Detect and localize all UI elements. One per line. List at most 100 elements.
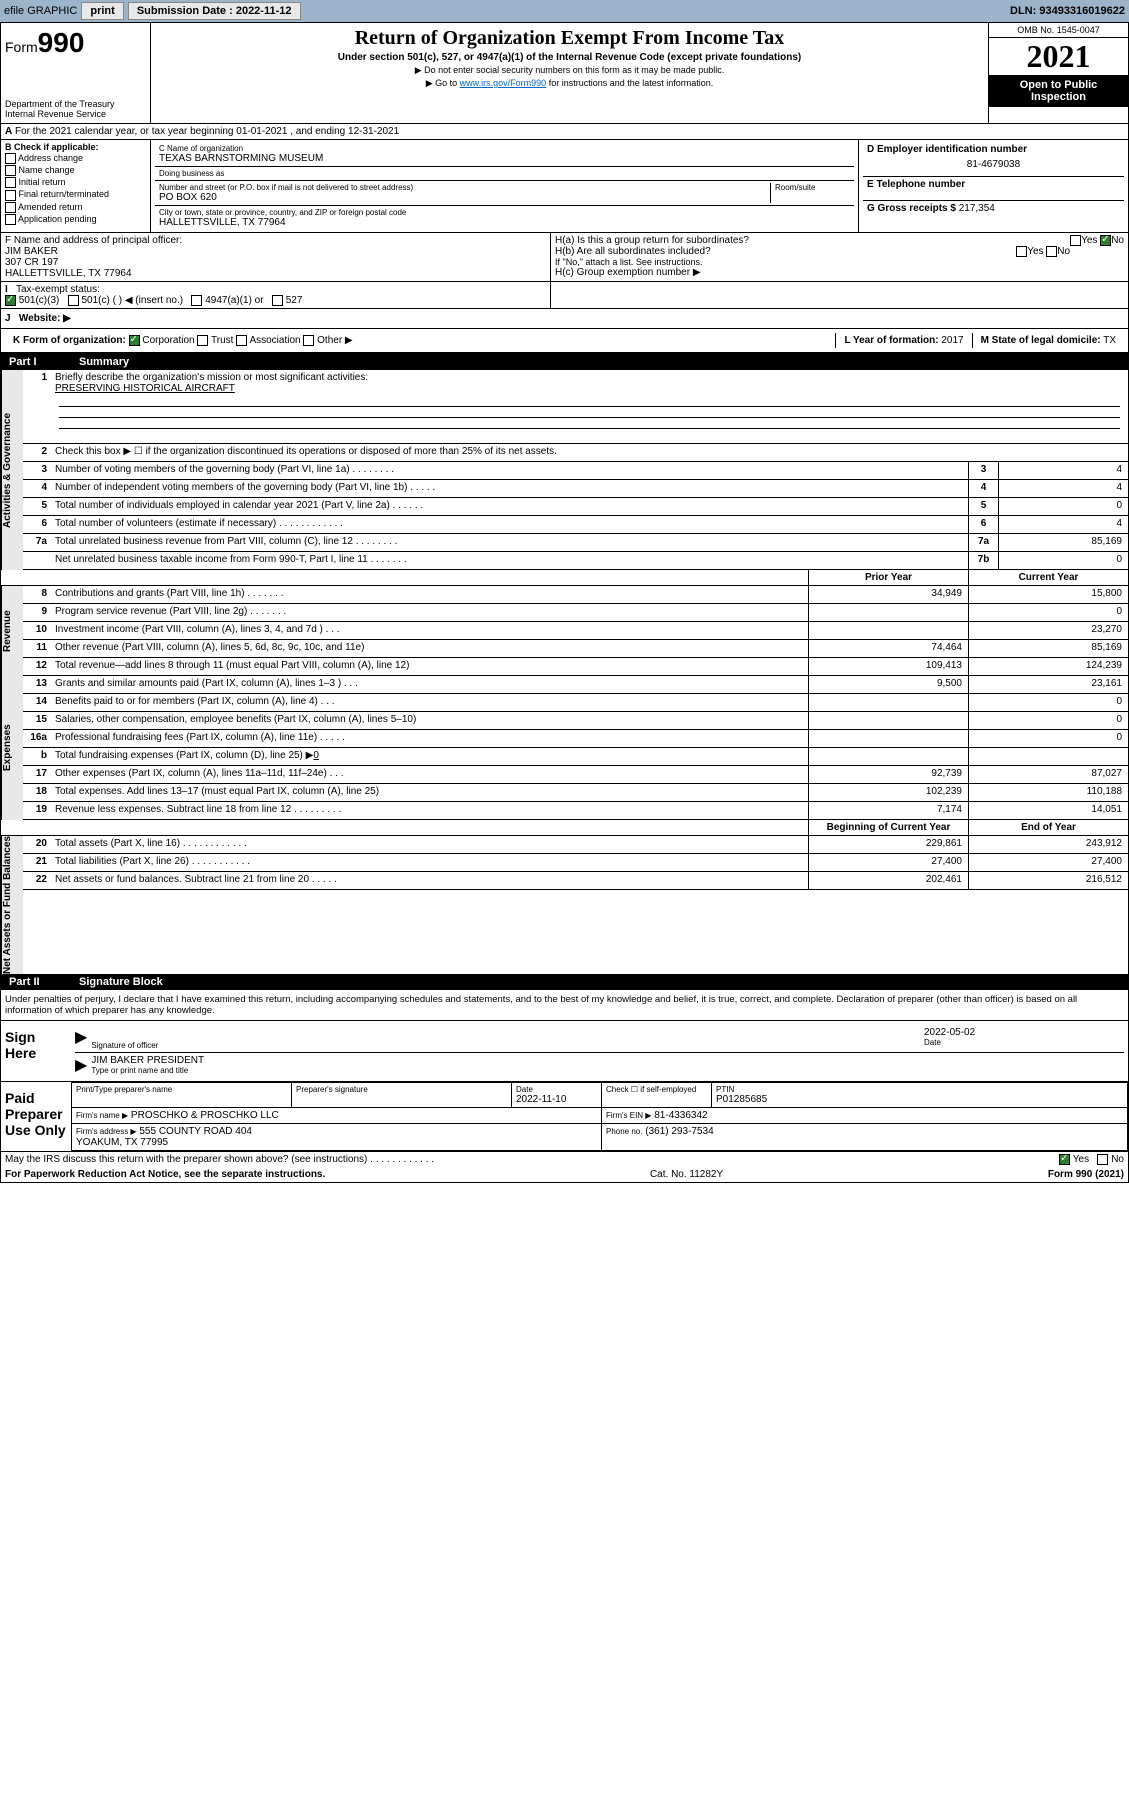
- officer-label: F Name and address of principal officer:: [5, 235, 546, 246]
- omb-number: OMB No. 1545-0047: [989, 23, 1128, 38]
- footer: For Paperwork Reduction Act Notice, see …: [1, 1167, 1128, 1182]
- section-f-h: F Name and address of principal officer:…: [1, 233, 1128, 282]
- s17-desc: Other expenses (Part IX, column (A), lin…: [51, 766, 808, 783]
- form-word: Form: [5, 39, 38, 55]
- cb-name-change[interactable]: Name change: [5, 165, 146, 176]
- arrow-icon: ▶: [75, 1027, 87, 1050]
- cb-trust[interactable]: [197, 335, 208, 346]
- sections-deg: D Employer identification number81-46790…: [858, 140, 1128, 232]
- s5-desc: Total number of individuals employed in …: [51, 498, 968, 515]
- street-label: Number and street (or P.O. box if mail i…: [159, 183, 770, 192]
- firm-phone-label: Phone no.: [606, 1127, 642, 1136]
- s13-desc: Grants and similar amounts paid (Part IX…: [51, 676, 808, 693]
- s19-desc: Revenue less expenses. Subtract line 18 …: [51, 802, 808, 819]
- submission-date-button[interactable]: Submission Date : 2022-11-12: [128, 2, 301, 20]
- print-button[interactable]: print: [81, 2, 123, 20]
- s22-desc: Net assets or fund balances. Subtract li…: [51, 872, 808, 889]
- s14-cy: 0: [968, 694, 1128, 711]
- state-domicile-label: M State of legal domicile:: [981, 335, 1101, 346]
- s17-cy: 87,027: [968, 766, 1128, 783]
- s22-py: 202,461: [808, 872, 968, 889]
- s8-py: 34,949: [808, 586, 968, 603]
- cb-501c[interactable]: [68, 295, 79, 306]
- sig-name-label: Type or print name and title: [91, 1066, 1124, 1075]
- s7a-val: 85,169: [998, 534, 1128, 551]
- cb-association[interactable]: [236, 335, 247, 346]
- form-number: 990: [38, 27, 85, 58]
- prep-name-label: Print/Type preparer's name: [76, 1085, 287, 1094]
- year-formation-label: L Year of formation:: [844, 335, 938, 346]
- part1-header: Part ISummary: [1, 354, 1128, 370]
- cb-501c3[interactable]: [5, 295, 16, 306]
- cb-4947[interactable]: [191, 295, 202, 306]
- s11-cy: 85,169: [968, 640, 1128, 657]
- tax-status-label: Tax-exempt status:: [16, 284, 100, 295]
- s10-py: [808, 622, 968, 639]
- website-label: Website: ▶: [19, 313, 71, 324]
- s11-desc: Other revenue (Part VIII, column (A), li…: [51, 640, 808, 657]
- s18-py: 102,239: [808, 784, 968, 801]
- hb-yes[interactable]: [1016, 246, 1027, 257]
- line-a: A For the 2021 calendar year, or tax yea…: [1, 124, 1128, 140]
- cb-corporation[interactable]: [129, 335, 140, 346]
- cb-527[interactable]: [272, 295, 283, 306]
- s21-cy: 27,400: [968, 854, 1128, 871]
- ha-label: H(a) Is this a group return for subordin…: [555, 235, 749, 246]
- may-irs-no[interactable]: [1097, 1154, 1108, 1165]
- officer-name: JIM BAKER: [5, 246, 546, 257]
- firm-ein: 81-4336342: [654, 1110, 707, 1121]
- s14-py: [808, 694, 968, 711]
- s12-cy: 124,239: [968, 658, 1128, 675]
- firm-addr-label: Firm's address ▶: [76, 1127, 137, 1136]
- cb-final-return[interactable]: Final return/terminated: [5, 189, 146, 200]
- firm-ein-label: Firm's EIN ▶: [606, 1111, 651, 1120]
- ptin-label: PTIN: [716, 1085, 1123, 1094]
- s18-desc: Total expenses. Add lines 13–17 (must eq…: [51, 784, 808, 801]
- s16b-desc: Total fundraising expenses (Part IX, col…: [55, 750, 313, 761]
- open-to-public: Open to Public Inspection: [989, 75, 1128, 107]
- cb-other[interactable]: [303, 335, 314, 346]
- s11-py: 74,464: [808, 640, 968, 657]
- s1-mission: PRESERVING HISTORICAL AIRCRAFT: [55, 383, 235, 394]
- cb-initial-return[interactable]: Initial return: [5, 177, 146, 188]
- s2-text: Check this box ▶ ☐ if the organization d…: [51, 444, 1128, 461]
- s3-desc: Number of voting members of the governin…: [51, 462, 968, 479]
- section-b: B Check if applicable: Address change Na…: [1, 140, 151, 232]
- ha-no[interactable]: [1100, 235, 1111, 246]
- s16b-cy-shade: [968, 748, 1128, 765]
- firm-phone: (361) 293-7534: [645, 1126, 713, 1137]
- vtab-governance: Activities & Governance: [1, 370, 23, 570]
- may-irs-yes[interactable]: [1059, 1154, 1070, 1165]
- s10-cy: 23,270: [968, 622, 1128, 639]
- room-label: Room/suite: [770, 183, 850, 203]
- prep-date-label: Date: [516, 1085, 597, 1094]
- ha-yes[interactable]: [1070, 235, 1081, 246]
- sig-declaration: Under penalties of perjury, I declare th…: [1, 990, 1128, 1020]
- firm-name-label: Firm's name ▶: [76, 1111, 128, 1120]
- cb-application-pending[interactable]: Application pending: [5, 214, 146, 225]
- cb-address-change[interactable]: Address change: [5, 153, 146, 164]
- revenue-header: Prior YearCurrent Year: [1, 570, 1128, 586]
- sig-date-label: Date: [924, 1038, 1124, 1047]
- s13-py: 9,500: [808, 676, 968, 693]
- form-title: Return of Organization Exempt From Incom…: [155, 27, 984, 50]
- dba-label: Doing business as: [159, 169, 850, 178]
- s15-py: [808, 712, 968, 729]
- phone-label: E Telephone number: [867, 179, 965, 190]
- hb-no[interactable]: [1046, 246, 1057, 257]
- vtab-expenses: Expenses: [1, 676, 23, 820]
- s22-cy: 216,512: [968, 872, 1128, 889]
- sections-bcdeg: B Check if applicable: Address change Na…: [1, 140, 1128, 233]
- form-subtitle-2: ▶ Do not enter social security numbers o…: [155, 65, 984, 76]
- s1-label: Briefly describe the organization's miss…: [55, 372, 368, 383]
- irs-link[interactable]: www.irs.gov/Form990: [460, 78, 547, 88]
- s17-py: 92,739: [808, 766, 968, 783]
- dln-label: DLN: 93493316019622: [1010, 5, 1125, 17]
- goto-post: for instructions and the latest informat…: [546, 78, 713, 88]
- prep-check-label: Check ☐ if self-employed: [602, 1083, 712, 1108]
- s15-cy: 0: [968, 712, 1128, 729]
- s8-desc: Contributions and grants (Part VIII, lin…: [51, 586, 808, 603]
- s19-cy: 14,051: [968, 802, 1128, 819]
- cb-amended-return[interactable]: Amended return: [5, 202, 146, 213]
- s20-desc: Total assets (Part X, line 16) . . . . .…: [51, 836, 808, 853]
